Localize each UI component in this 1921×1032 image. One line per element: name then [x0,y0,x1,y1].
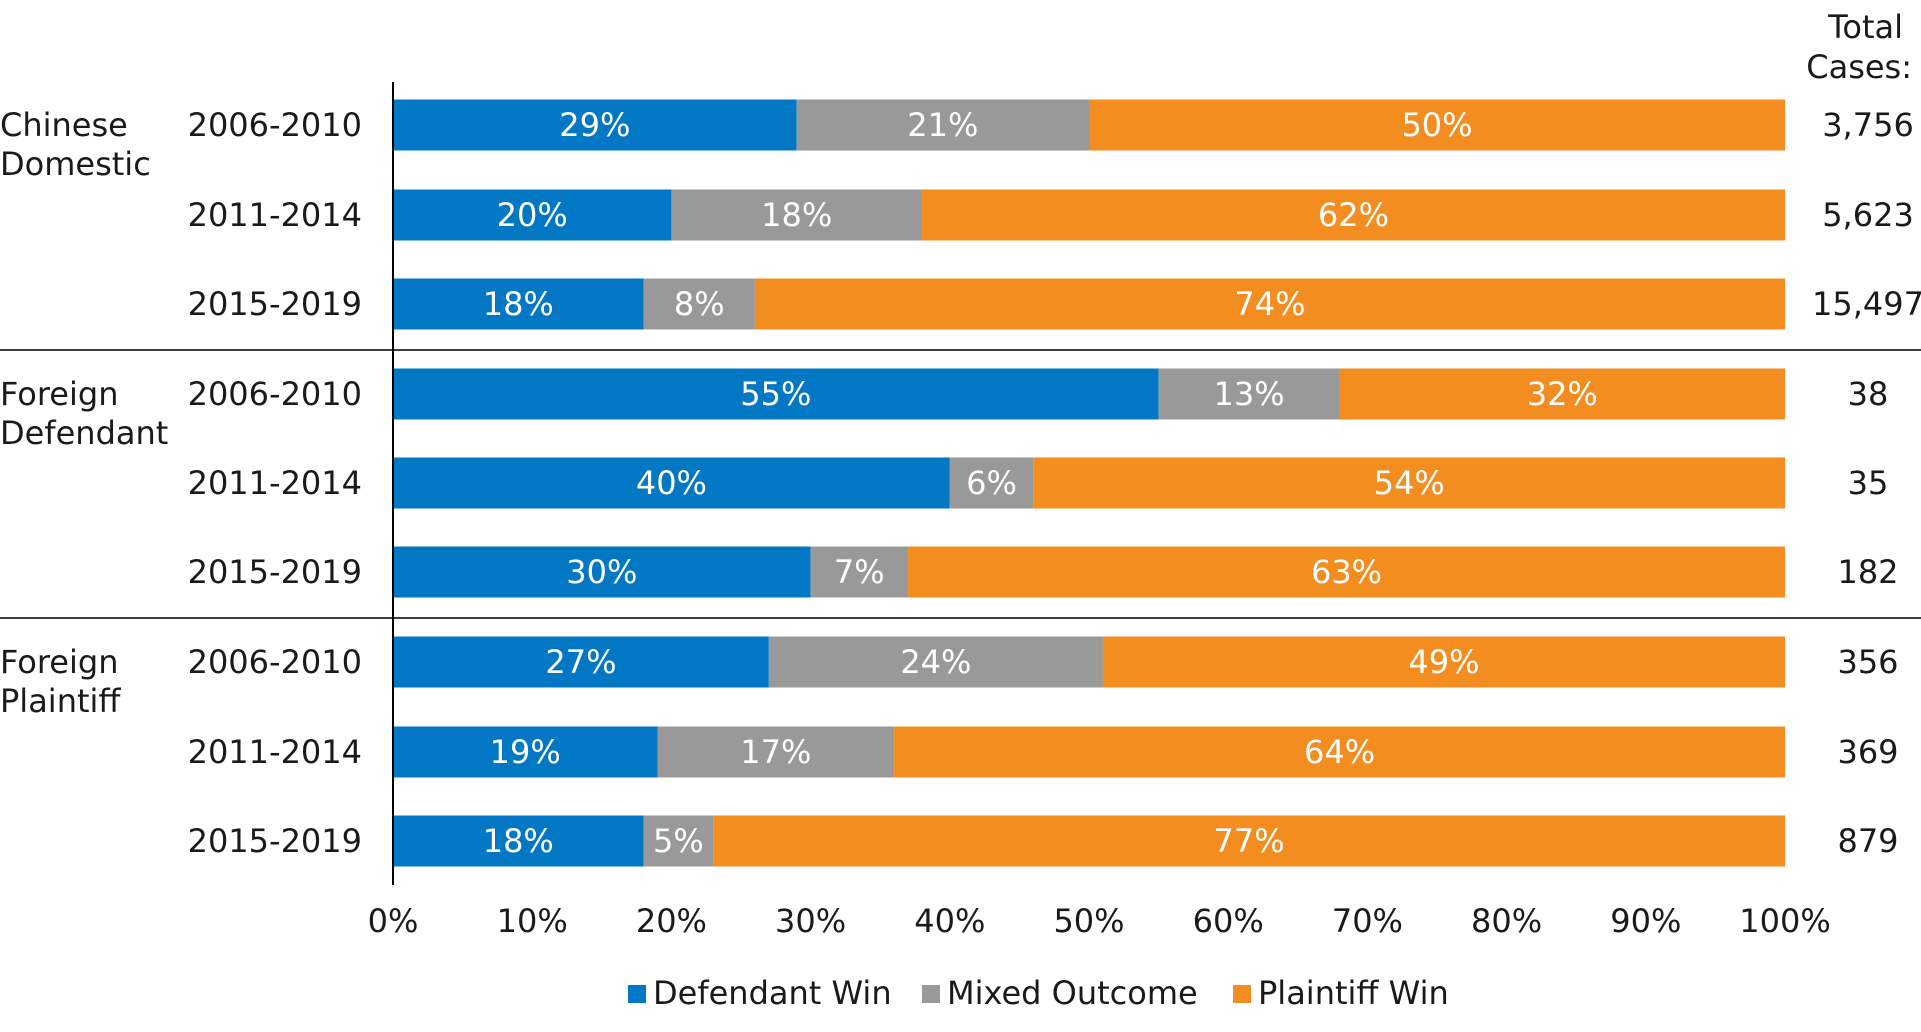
period-label: 2006-2010 [188,106,362,144]
group-label: ChineseDomestic [0,106,151,183]
bar-value-label: 20% [497,196,568,234]
bar-value-label: 18% [483,822,554,860]
x-tick-label: 10% [497,902,568,940]
x-tick-label: 40% [914,902,985,940]
x-tick-label: 80% [1471,902,1542,940]
total-cases-value: 356 [1837,643,1898,681]
bar-value-label: 8% [674,285,725,323]
period-label: 2015-2019 [188,822,362,860]
legend: Defendant Win Mixed Outcome Plaintiff Win [628,974,1449,1012]
legend-label-plaintiff-win: Plaintiff Win [1258,974,1449,1012]
x-tick-label: 50% [1053,902,1124,940]
period-label: 2015-2019 [188,553,362,591]
bar-value-label: 54% [1374,464,1445,502]
totals-header-line-1: Total [1827,8,1903,46]
bar-value-label: 74% [1234,285,1305,323]
legend-swatch-plaintiff-win [1233,985,1251,1003]
group-label: ForeignDefendant [0,375,168,452]
bar-value-label: 27% [545,643,616,681]
bar-value-label: 19% [490,733,561,771]
group-label-line: Domestic [0,145,151,183]
total-cases-value: 15,497 [1812,285,1921,323]
bar-value-label: 18% [761,196,832,234]
x-tick-label: 30% [775,902,846,940]
period-label: 2006-2010 [188,375,362,413]
total-cases-value: 5,623 [1822,196,1914,234]
legend-swatch-defendant-win [628,985,646,1003]
bar-value-label: 21% [907,106,978,144]
bar-value-label: 62% [1318,196,1389,234]
totals-header-line-2: Cases: [1806,48,1912,86]
group-labels-layer: ChineseDomesticForeignDefendantForeignPl… [0,106,168,720]
totals-header: Total Cases: [1806,8,1912,86]
bar-value-label: 29% [559,106,630,144]
x-tick-label: 60% [1193,902,1264,940]
bar-value-label: 63% [1311,553,1382,591]
x-tick-label: 20% [636,902,707,940]
bar-value-label: 32% [1527,375,1598,413]
group-label: ForeignPlaintiff [0,643,121,720]
legend-swatch-mixed-outcome [922,985,940,1003]
group-label-line: Foreign [0,643,118,681]
x-axis-ticks: 0% 10% 20% 30% 40% 50% 60% 70% 80% 90% 100% [368,902,1831,940]
x-tick-label: 100% [1739,902,1830,940]
bar-value-label: 24% [900,643,971,681]
period-label: 2011-2014 [188,196,362,234]
x-tick-label: 0% [368,902,419,940]
bar-value-label: 55% [740,375,811,413]
group-label-line: Chinese [0,106,128,144]
bar-value-label: 77% [1214,822,1285,860]
bar-value-label: 30% [566,553,637,591]
total-cases-value: 182 [1837,553,1898,591]
group-label-line: Plaintiff [0,682,121,720]
bar-value-label: 5% [653,822,704,860]
total-cases-value: 38 [1848,375,1889,413]
bars-layer: 29% 21% 50% 20% 18% 62% 18% 8% 74% 55% 13% 32% 40% 6%… [393,100,1785,867]
x-tick-label: 70% [1332,902,1403,940]
bar-value-label: 17% [740,733,811,771]
total-cases-value: 35 [1848,464,1889,502]
period-label: 2006-2010 [188,643,362,681]
total-cases-value: 369 [1837,733,1898,771]
total-cases-value: 879 [1837,822,1898,860]
bar-value-label: 64% [1304,733,1375,771]
bar-value-label: 40% [636,464,707,502]
bar-value-label: 6% [966,464,1017,502]
totals-layer: 3,756 5,623 15,497 38 35 182 356 369 879 [1812,106,1921,860]
bar-value-label: 13% [1214,375,1285,413]
row-labels-layer: 2006-2010 2011-2014 2015-2019 2006-2010 2011… [188,106,362,860]
legend-label-defendant-win: Defendant Win [653,974,892,1012]
bar-value-label: 7% [834,553,885,591]
bar-value-label: 49% [1408,643,1479,681]
bar-value-label: 18% [483,285,554,323]
total-cases-value: 3,756 [1822,106,1914,144]
x-tick-label: 90% [1610,902,1681,940]
group-label-line: Foreign [0,375,118,413]
group-label-line: Defendant [0,414,168,452]
period-label: 2011-2014 [188,464,362,502]
bar-value-label: 50% [1401,106,1472,144]
period-label: 2011-2014 [188,733,362,771]
legend-label-mixed-outcome: Mixed Outcome [947,974,1198,1012]
period-label: 2015-2019 [188,285,362,323]
